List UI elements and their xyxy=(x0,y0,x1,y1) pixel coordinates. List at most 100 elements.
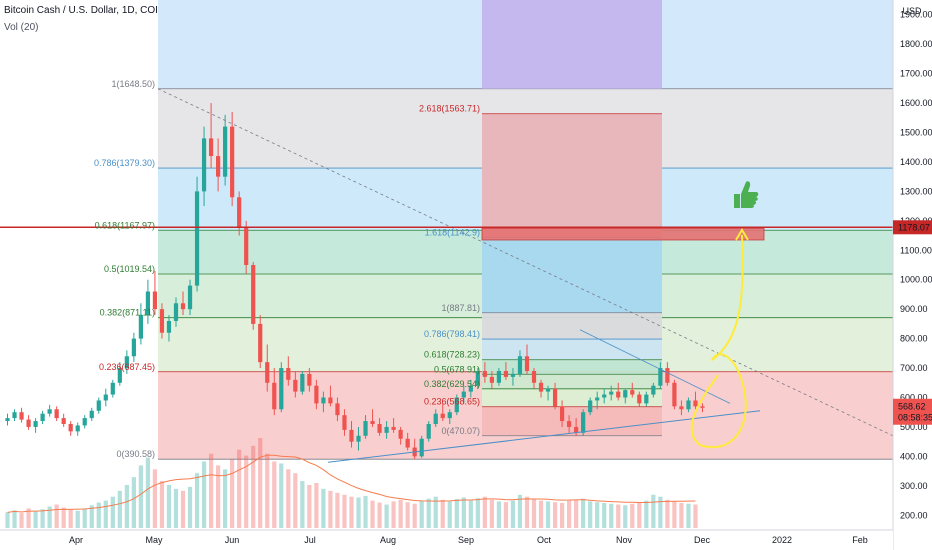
candle-body xyxy=(103,394,108,401)
volume-bar xyxy=(166,484,172,528)
candle-body xyxy=(335,403,340,416)
candle-body xyxy=(251,265,256,324)
volume-bar xyxy=(328,490,333,528)
price-tick-label: 700.00 xyxy=(900,363,928,373)
volume-bar xyxy=(117,490,122,528)
volume-bar xyxy=(517,494,523,528)
volume-bar xyxy=(5,512,10,528)
candle-body xyxy=(124,356,129,369)
candle-body xyxy=(538,382,544,392)
volume-bar xyxy=(679,502,684,528)
price-tick-label: 400.00 xyxy=(900,451,928,461)
candle-body xyxy=(581,412,586,433)
candle-body xyxy=(75,425,80,432)
volume-bar xyxy=(321,488,326,528)
volume-bar xyxy=(230,459,235,528)
candle-body xyxy=(12,412,17,419)
candle-body xyxy=(419,438,424,457)
candle-body xyxy=(82,418,87,426)
candle-body xyxy=(356,435,361,442)
thumbs-up-cuff xyxy=(734,194,740,208)
horizontal-line-value: 1178.07 xyxy=(898,222,930,232)
candle-body xyxy=(679,406,684,410)
volume-bar xyxy=(363,495,368,528)
candle-body xyxy=(166,320,172,333)
time-tick-label: 2022 xyxy=(772,535,792,545)
volume-bar xyxy=(672,501,677,528)
volume-bar xyxy=(152,469,158,528)
candle-body xyxy=(665,368,670,383)
price-tick-label: 1100.00 xyxy=(900,245,932,255)
candle-body xyxy=(208,138,214,157)
last-price-tag xyxy=(893,398,932,425)
volume-bar xyxy=(370,500,375,528)
price-axis-bg xyxy=(893,0,932,550)
volume-bar xyxy=(307,484,312,528)
price-tick-label: 800.00 xyxy=(900,334,928,344)
candle-body xyxy=(588,400,593,413)
volume-bar xyxy=(68,509,73,528)
fib-right-label: 0.236(568.65) xyxy=(424,397,480,407)
fib-right-zone xyxy=(482,312,662,340)
candle-body xyxy=(19,412,24,420)
volume-bar xyxy=(552,502,558,528)
candle-body xyxy=(595,397,600,401)
time-tick-label: Sep xyxy=(458,535,474,545)
volume-bar xyxy=(616,504,621,528)
volume-indicator-label: Vol (20) xyxy=(4,22,39,33)
fib-ext-blue xyxy=(482,237,662,313)
time-tick-label: Oct xyxy=(537,535,552,545)
candle-body xyxy=(552,388,558,407)
volume-bar xyxy=(201,461,207,528)
volume-bar xyxy=(609,503,614,528)
volume-bar xyxy=(447,501,452,528)
candle-body xyxy=(230,126,235,198)
volume-bar xyxy=(40,509,45,528)
candle-body xyxy=(363,421,368,436)
candle-body xyxy=(700,406,705,408)
candle-body xyxy=(644,394,649,404)
volume-bar xyxy=(637,502,642,528)
candle-body xyxy=(384,426,389,433)
price-tick-label: 600.00 xyxy=(900,393,928,403)
volume-bar xyxy=(300,481,305,528)
candle-body xyxy=(96,400,101,411)
volume-bar xyxy=(279,463,284,528)
support-trendline xyxy=(327,410,761,463)
price-tick-label: 1400.00 xyxy=(900,157,932,167)
candle-body xyxy=(159,309,165,333)
candle-body xyxy=(237,197,242,227)
volume-bar xyxy=(335,492,340,528)
candle-body xyxy=(314,385,319,404)
volume-bar xyxy=(630,503,635,528)
volume-bar xyxy=(377,502,382,528)
time-tick-label: Jul xyxy=(304,535,316,545)
fib-right-label: 0.786(798.41) xyxy=(424,329,480,339)
volume-bar xyxy=(545,501,551,528)
candle-body xyxy=(145,291,151,316)
fib-left-label: 0(390.58) xyxy=(116,449,155,459)
fib-ext-top xyxy=(482,0,662,89)
volume-ma-line xyxy=(7,454,696,513)
candle-body xyxy=(131,338,136,357)
candle-body xyxy=(54,409,59,419)
volume-bar xyxy=(26,508,31,528)
volume-bar xyxy=(173,488,179,528)
fib-left-label: 0.236(687.45) xyxy=(99,362,155,372)
volume-bar xyxy=(61,507,66,528)
candle-body xyxy=(307,373,312,386)
volume-bar xyxy=(489,499,494,528)
candle-body xyxy=(279,368,284,410)
volume-bar xyxy=(461,497,466,528)
candle-body xyxy=(630,390,635,395)
thumbs-up-hand xyxy=(741,181,759,208)
candle-body xyxy=(489,376,494,383)
candle-body xyxy=(398,429,403,439)
candle-body xyxy=(433,413,438,424)
candle-body xyxy=(40,413,45,422)
candle-body xyxy=(440,413,445,419)
candle-body xyxy=(5,418,10,422)
volume-bar xyxy=(482,496,487,528)
price-tick-label: 200.00 xyxy=(900,510,928,520)
